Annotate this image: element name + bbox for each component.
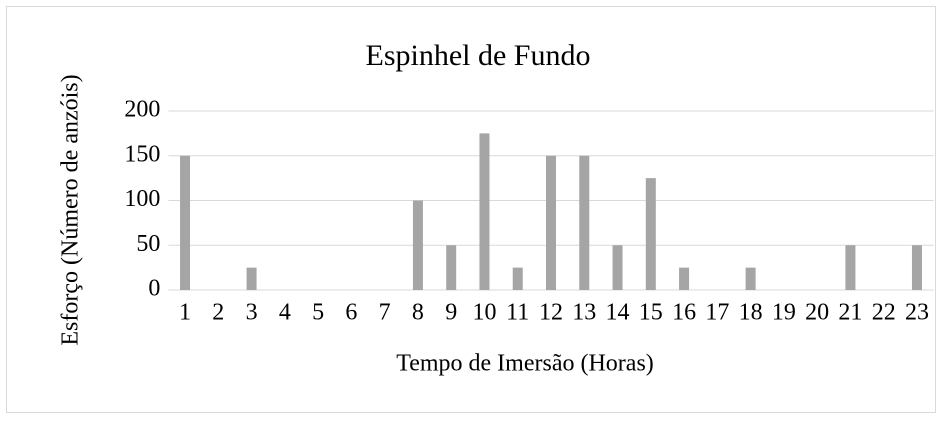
bar (579, 155, 590, 290)
y-axis-title: Esforço (Número de anzóis) (58, 74, 84, 345)
x-tick-label: 20 (805, 300, 829, 326)
bar (845, 245, 856, 290)
x-tick-label: 1 (179, 300, 191, 326)
bar (546, 155, 556, 290)
x-tick-label: 7 (379, 300, 391, 326)
x-tick-label: 9 (445, 300, 457, 326)
bar (479, 133, 490, 290)
bar (612, 245, 623, 290)
x-tick-label: 8 (412, 300, 424, 326)
x-tick-label: 22 (872, 300, 896, 326)
x-tick-label: 4 (279, 300, 291, 326)
bar (412, 200, 423, 290)
x-tick-label: 11 (506, 300, 529, 326)
chart-border (6, 6, 936, 413)
chart-title: Espinhel de Fundo (366, 39, 591, 72)
x-tick-label: 3 (246, 300, 258, 326)
x-tick-label: 18 (739, 300, 763, 326)
bar (246, 267, 257, 290)
x-tick-label: 17 (705, 300, 729, 326)
x-tick-label: 19 (772, 300, 796, 326)
x-tick-label: 5 (312, 300, 324, 326)
bar (512, 267, 523, 290)
bar (180, 155, 191, 290)
bar (645, 178, 656, 290)
y-tick-label: 150 (124, 141, 160, 167)
y-tick-label: 0 (148, 276, 160, 302)
y-tick-label: 100 (124, 186, 160, 212)
x-tick-label: 2 (212, 300, 224, 326)
bar (446, 245, 457, 290)
x-tick-label: 13 (572, 300, 596, 326)
x-tick-label: 6 (345, 300, 357, 326)
x-tick-label: 10 (472, 300, 496, 326)
bar (745, 267, 756, 290)
x-tick-label: 23 (905, 300, 929, 326)
y-tick-label: 200 (124, 97, 160, 123)
bar (679, 267, 690, 290)
bar (911, 245, 922, 290)
x-tick-label: 12 (539, 300, 563, 326)
x-tick-label: 16 (672, 300, 696, 326)
x-tick-label: 21 (838, 300, 862, 326)
x-tick-label: 14 (606, 300, 630, 326)
x-axis-title: Tempo de Imersão (Horas) (396, 351, 654, 377)
y-tick-label: 50 (136, 231, 160, 257)
x-tick-label: 15 (639, 300, 663, 326)
